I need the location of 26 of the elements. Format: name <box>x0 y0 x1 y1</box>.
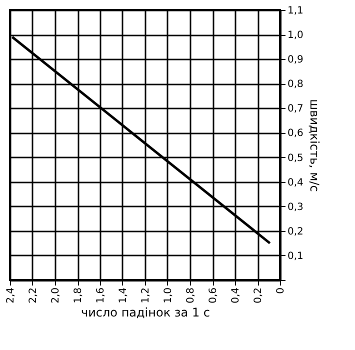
y-tick-label: 0,5 <box>288 152 304 164</box>
x-tick-label: 2,4 <box>6 288 16 304</box>
x-tick-label: 1,0 <box>163 288 174 304</box>
y-tick-label: 0,8 <box>288 79 304 90</box>
x-tick-label: 1,4 <box>118 288 129 304</box>
y-tick-label: 0,1 <box>288 250 304 262</box>
x-tick-label: 2,0 <box>50 288 62 304</box>
x-tick-label: 1,8 <box>73 288 84 304</box>
x-tick-label: 0,6 <box>208 288 219 304</box>
y-tick-label: 0,6 <box>288 128 304 140</box>
x-tick-label: 0 <box>276 288 286 294</box>
y-tick-label: 1,1 <box>288 6 304 16</box>
y-tick-label: 0,4 <box>288 177 304 188</box>
y-tick-label: 1,0 <box>288 30 304 42</box>
x-tick-label: 1,6 <box>96 288 106 304</box>
y-axis-title: швидкість, м/с <box>307 99 322 192</box>
x-tick-label: 2,2 <box>28 288 39 304</box>
x-tick-label: 0,2 <box>253 288 264 304</box>
x-tick-label: 1,2 <box>140 288 152 304</box>
y-tick-label: 0,9 <box>288 54 304 66</box>
x-tick-label: 0,4 <box>230 288 242 304</box>
x-axis-title: число падінок за 1 с <box>81 305 210 320</box>
y-tick-label: 0,3 <box>288 202 304 213</box>
x-tick-label: 0,8 <box>186 288 196 304</box>
y-tick-label: 0,2 <box>288 226 304 238</box>
y-tick-label: 0,7 <box>288 104 304 115</box>
